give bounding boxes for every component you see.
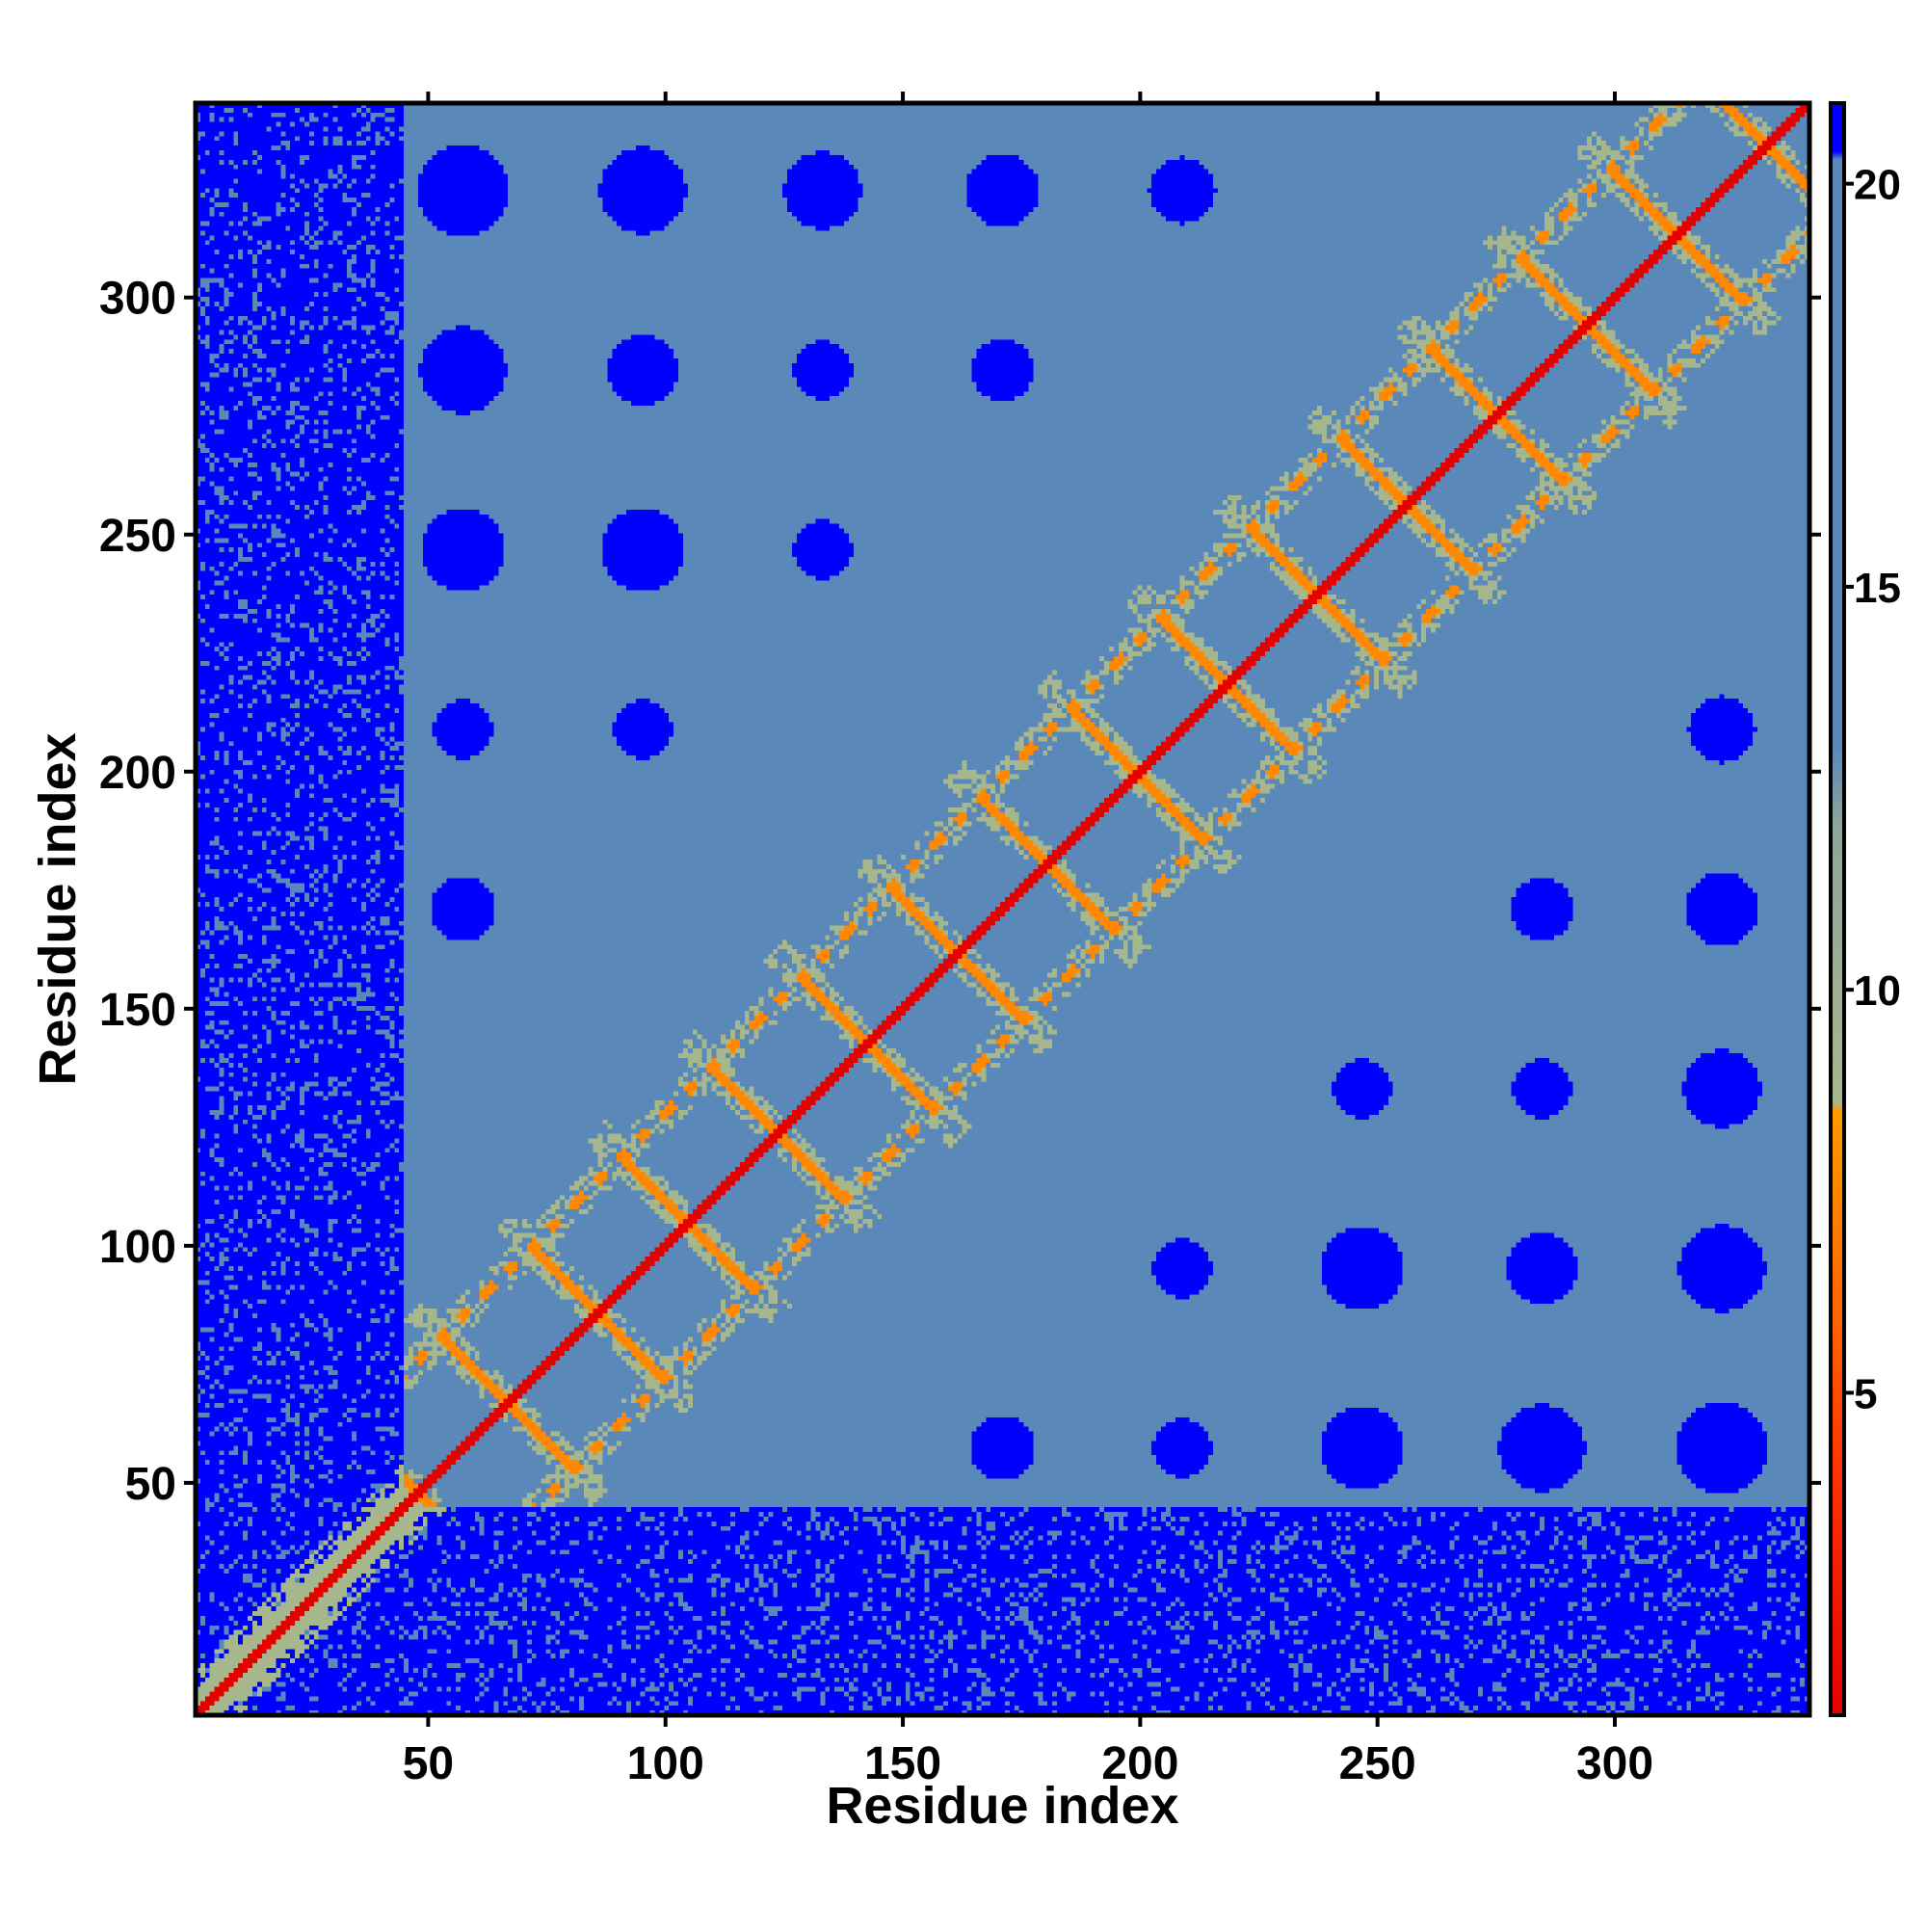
heatmap-cells (196, 103, 1809, 1715)
x-tick-label: 150 (864, 1738, 941, 1789)
colorbar-tick-label: 5 (1854, 1370, 1877, 1417)
colorbar-gradient (1829, 101, 1846, 1717)
y-tick-label: 250 (99, 511, 176, 562)
y-tick-label: 50 (125, 1459, 176, 1510)
colorbar-tick-label: 20 (1854, 162, 1901, 209)
x-tick-label: 50 (403, 1738, 454, 1789)
x-tick-label: 200 (1101, 1738, 1178, 1789)
colorbar-ticks: 5 10 15 20 (1844, 162, 1901, 1417)
y-tick-label: 300 (99, 274, 176, 325)
x-tick-label: 250 (1339, 1738, 1416, 1789)
x-axis-title: Residue index (826, 1777, 1178, 1835)
colorbar-tick-label: 15 (1854, 565, 1901, 612)
y-tick-label: 100 (99, 1222, 176, 1273)
colorbar (1829, 101, 1846, 1717)
x-tick-label: 100 (627, 1738, 704, 1789)
y-axis-title: Residue index (29, 732, 87, 1085)
plot-frame (193, 100, 1812, 1718)
y-tick-label: 150 (99, 985, 176, 1036)
heatmap-image (196, 103, 1809, 1715)
colorbar-tick-label: 10 (1854, 967, 1901, 1015)
x-tick-label: 300 (1576, 1738, 1653, 1789)
y-tick-label: 200 (99, 748, 176, 799)
y-axis: 50 100 150 200 250 300 (99, 274, 1821, 1510)
x-axis: 50 100 150 200 250 300 (403, 92, 1653, 1789)
